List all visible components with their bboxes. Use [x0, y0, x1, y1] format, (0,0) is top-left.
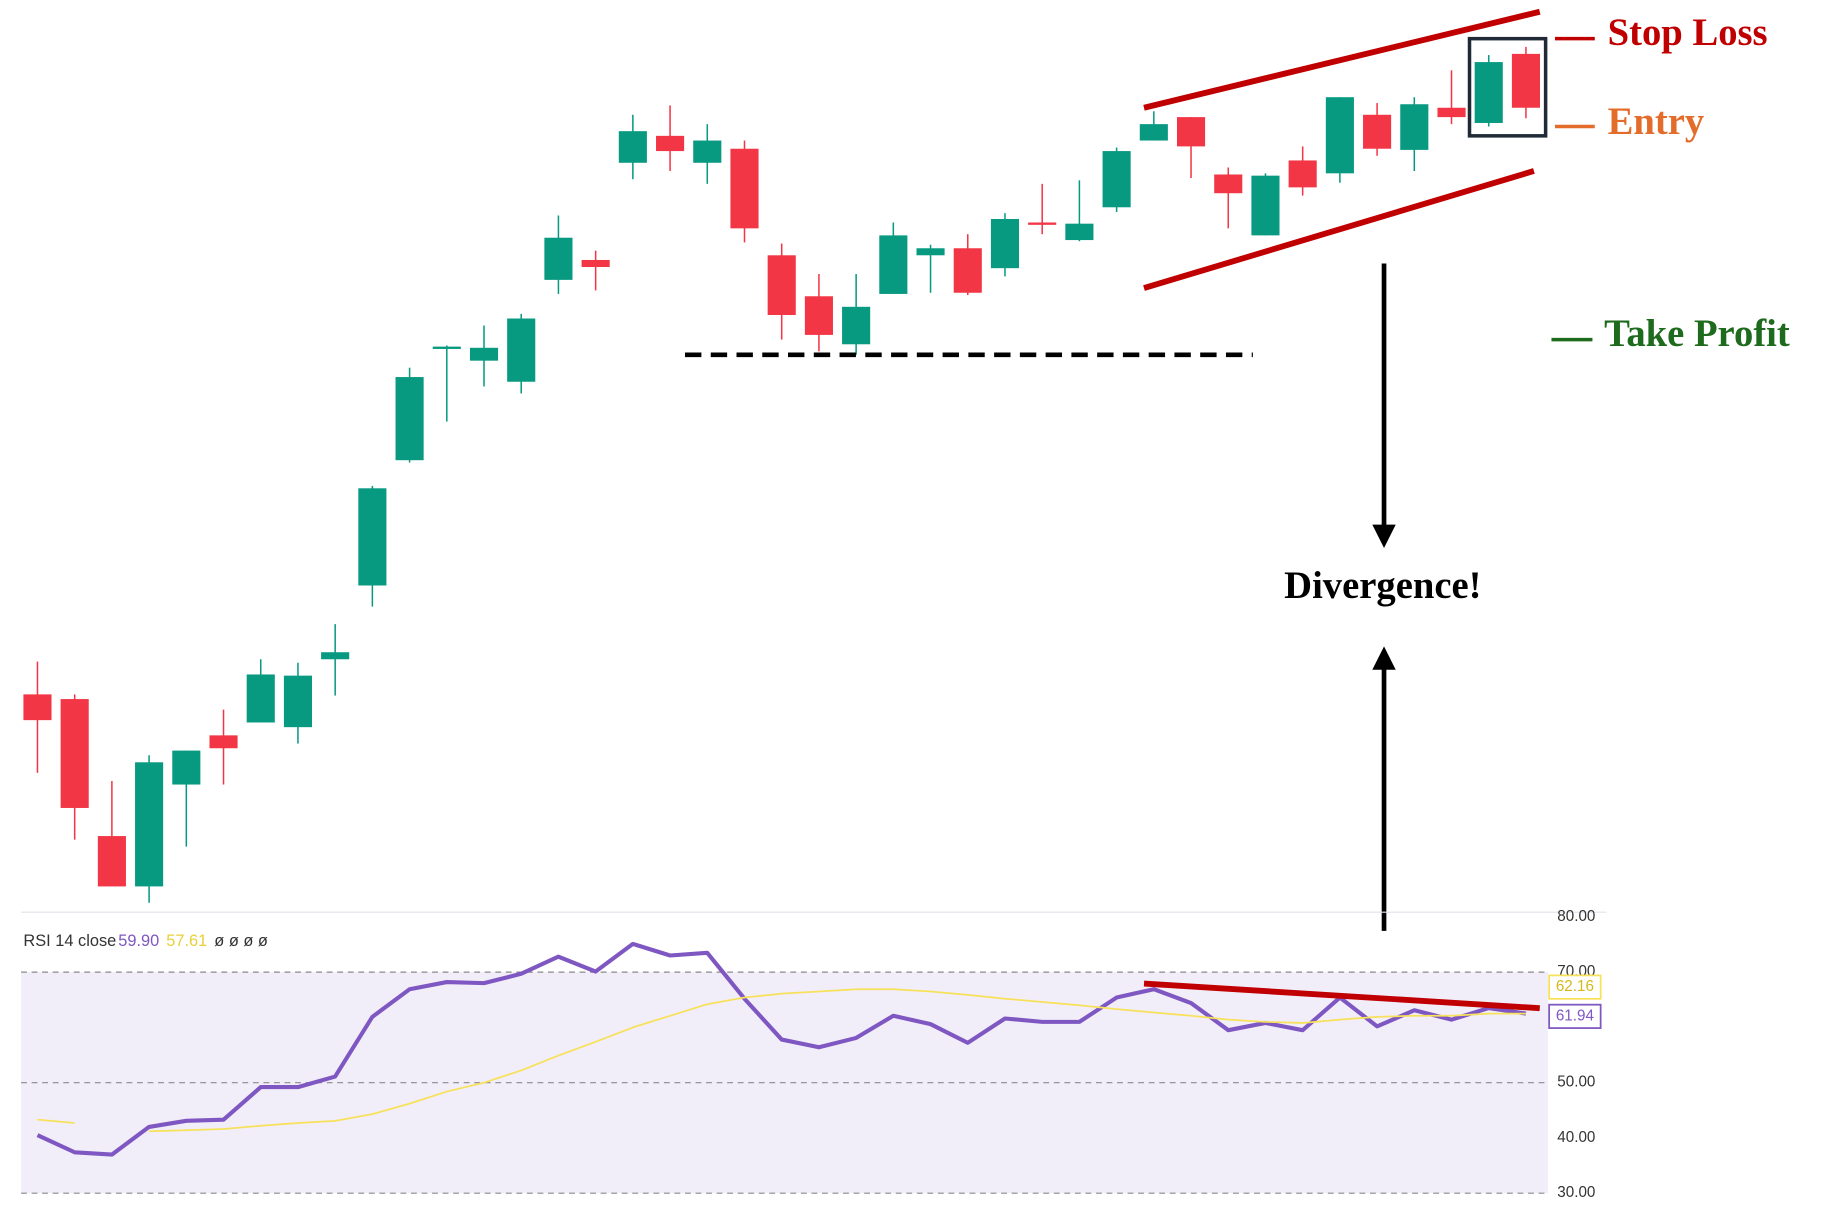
- arrow-head: [1372, 524, 1396, 549]
- candle-body: [1065, 223, 1094, 241]
- candle-body: [544, 237, 573, 280]
- candle-body: [1288, 160, 1317, 188]
- candle-body: [1437, 107, 1466, 118]
- candle-body: [97, 836, 126, 887]
- candle-body: [693, 140, 722, 163]
- y-tick-label: 30.00: [1557, 1184, 1595, 1201]
- divergence-label: Divergence!: [1284, 565, 1481, 607]
- candle-body: [283, 675, 313, 728]
- rsi-value: 59.90: [118, 932, 159, 950]
- price-pane: Stop Loss Entry Take Profit Divergence!: [684, 8, 1790, 931]
- candle-body: [953, 248, 982, 293]
- candle-body: [23, 694, 52, 721]
- rsi-ma-line: [37, 988, 1526, 1133]
- last-value-box: [1548, 974, 1602, 1000]
- candle-body: [730, 148, 759, 229]
- candle-body: [507, 318, 536, 382]
- y-tick-label: 40.00: [1557, 1129, 1595, 1146]
- last-value-label: 61.94: [1556, 1007, 1595, 1024]
- candle-body: [804, 296, 833, 335]
- candle-body: [135, 762, 164, 887]
- candles: [23, 46, 1540, 903]
- divergence-trendline: [1143, 980, 1540, 1012]
- entry-label: Entry: [1608, 101, 1705, 143]
- candle-body: [1400, 104, 1429, 150]
- candle-body: [1474, 62, 1503, 123]
- channel-upper: [1143, 8, 1541, 111]
- rsi-title: RSI 14 close: [23, 932, 116, 950]
- candle-body: [1139, 124, 1168, 141]
- candle-body: [990, 218, 1020, 269]
- legend-extra: ø ø ø ø: [214, 932, 268, 950]
- signal-box: [1467, 36, 1548, 138]
- candle-body: [1214, 174, 1243, 194]
- candle-body: [1176, 117, 1206, 147]
- candle-body: [656, 135, 685, 152]
- candle-body: [916, 248, 945, 256]
- candle-body: [432, 346, 461, 349]
- candle-body: [246, 674, 275, 723]
- candle-body: [172, 750, 201, 785]
- take-profit-label: Take Profit: [1604, 313, 1790, 355]
- candle-body: [879, 235, 908, 294]
- y-tick-label: 80.00: [1557, 908, 1595, 925]
- candle-body: [1511, 53, 1540, 108]
- candle-body: [358, 488, 387, 586]
- y-tick-label: 50.00: [1557, 1074, 1595, 1091]
- candle-body: [618, 131, 647, 163]
- candle-body: [1325, 97, 1354, 174]
- candle-body: [209, 735, 238, 749]
- stop-loss-label: Stop Loss: [1608, 12, 1768, 54]
- channel-lower: [1143, 168, 1535, 291]
- last-value-box: [1548, 1003, 1602, 1029]
- candle-body: [321, 652, 350, 660]
- candle-body: [1251, 175, 1280, 236]
- candle-body: [1028, 222, 1057, 225]
- candle-body: [469, 347, 499, 361]
- candle-body: [767, 255, 796, 316]
- last-value-label: 62.16: [1556, 978, 1594, 995]
- arrow-head: [1372, 646, 1396, 670]
- ma-value: 57.61: [166, 932, 207, 950]
- candle-body: [842, 306, 871, 345]
- candle-body: [60, 699, 89, 808]
- candle-body: [1363, 114, 1392, 149]
- candle-body: [581, 259, 610, 267]
- rsi-line: [36, 941, 1527, 1157]
- candle-body: [1102, 151, 1131, 208]
- candle-body: [395, 377, 424, 461]
